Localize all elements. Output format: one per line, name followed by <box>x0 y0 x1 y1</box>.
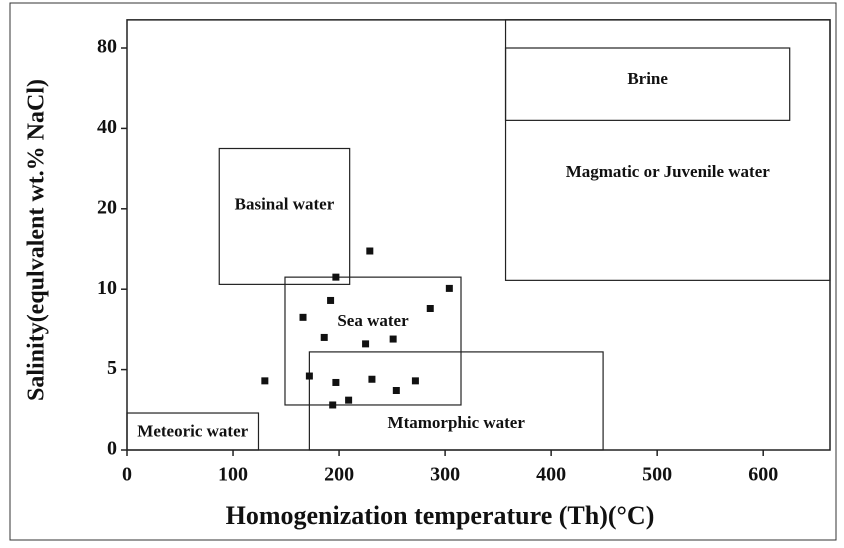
region-label: Sea water <box>337 311 409 330</box>
data-point <box>332 378 340 386</box>
y-tick-label: 5 <box>107 357 117 379</box>
x-axis-title: Homogenization temperature (Th)(°C) <box>226 501 655 530</box>
region-label: Mtamorphic water <box>388 413 526 432</box>
y-axis-title: Salinity(equlvalent wt.% NaCl) <box>24 79 50 401</box>
data-point <box>366 247 374 255</box>
x-tick-label: 0 <box>122 464 132 486</box>
data-point <box>299 313 307 321</box>
x-tick-label: 300 <box>430 464 460 486</box>
outer-frame <box>9 2 837 541</box>
data-point <box>389 335 397 343</box>
data-point <box>320 333 328 341</box>
region-label: Basinal water <box>235 194 335 213</box>
y-tick-label: 20 <box>97 196 117 218</box>
data-point <box>332 273 340 281</box>
region-label: Magmatic or Juvenile water <box>566 162 771 181</box>
region-box <box>284 276 462 406</box>
data-point <box>362 340 370 348</box>
region-box <box>504 19 831 281</box>
x-tick-label: 400 <box>536 464 566 486</box>
data-point <box>411 377 419 385</box>
y-tick-label: 10 <box>97 277 117 299</box>
data-point <box>392 387 400 395</box>
region-box <box>218 147 351 285</box>
data-point <box>329 401 337 409</box>
region-box <box>504 47 791 121</box>
region-label: Brine <box>627 69 668 88</box>
x-tick-label: 600 <box>748 464 778 486</box>
data-point <box>261 377 269 385</box>
region-box <box>308 351 604 451</box>
y-tick-label: 80 <box>97 36 117 58</box>
data-point <box>345 396 353 404</box>
y-tick-label: 0 <box>107 438 117 460</box>
data-point <box>445 284 453 292</box>
x-tick-label: 500 <box>642 464 672 486</box>
x-tick-label: 200 <box>324 464 354 486</box>
data-point <box>368 375 376 383</box>
data-point <box>305 372 313 380</box>
data-point <box>327 296 335 304</box>
y-tick-label: 40 <box>97 116 117 138</box>
plot-frame <box>126 19 831 451</box>
region-label: Meteoric water <box>137 421 248 440</box>
data-point <box>426 304 434 312</box>
x-tick-label: 100 <box>218 464 248 486</box>
